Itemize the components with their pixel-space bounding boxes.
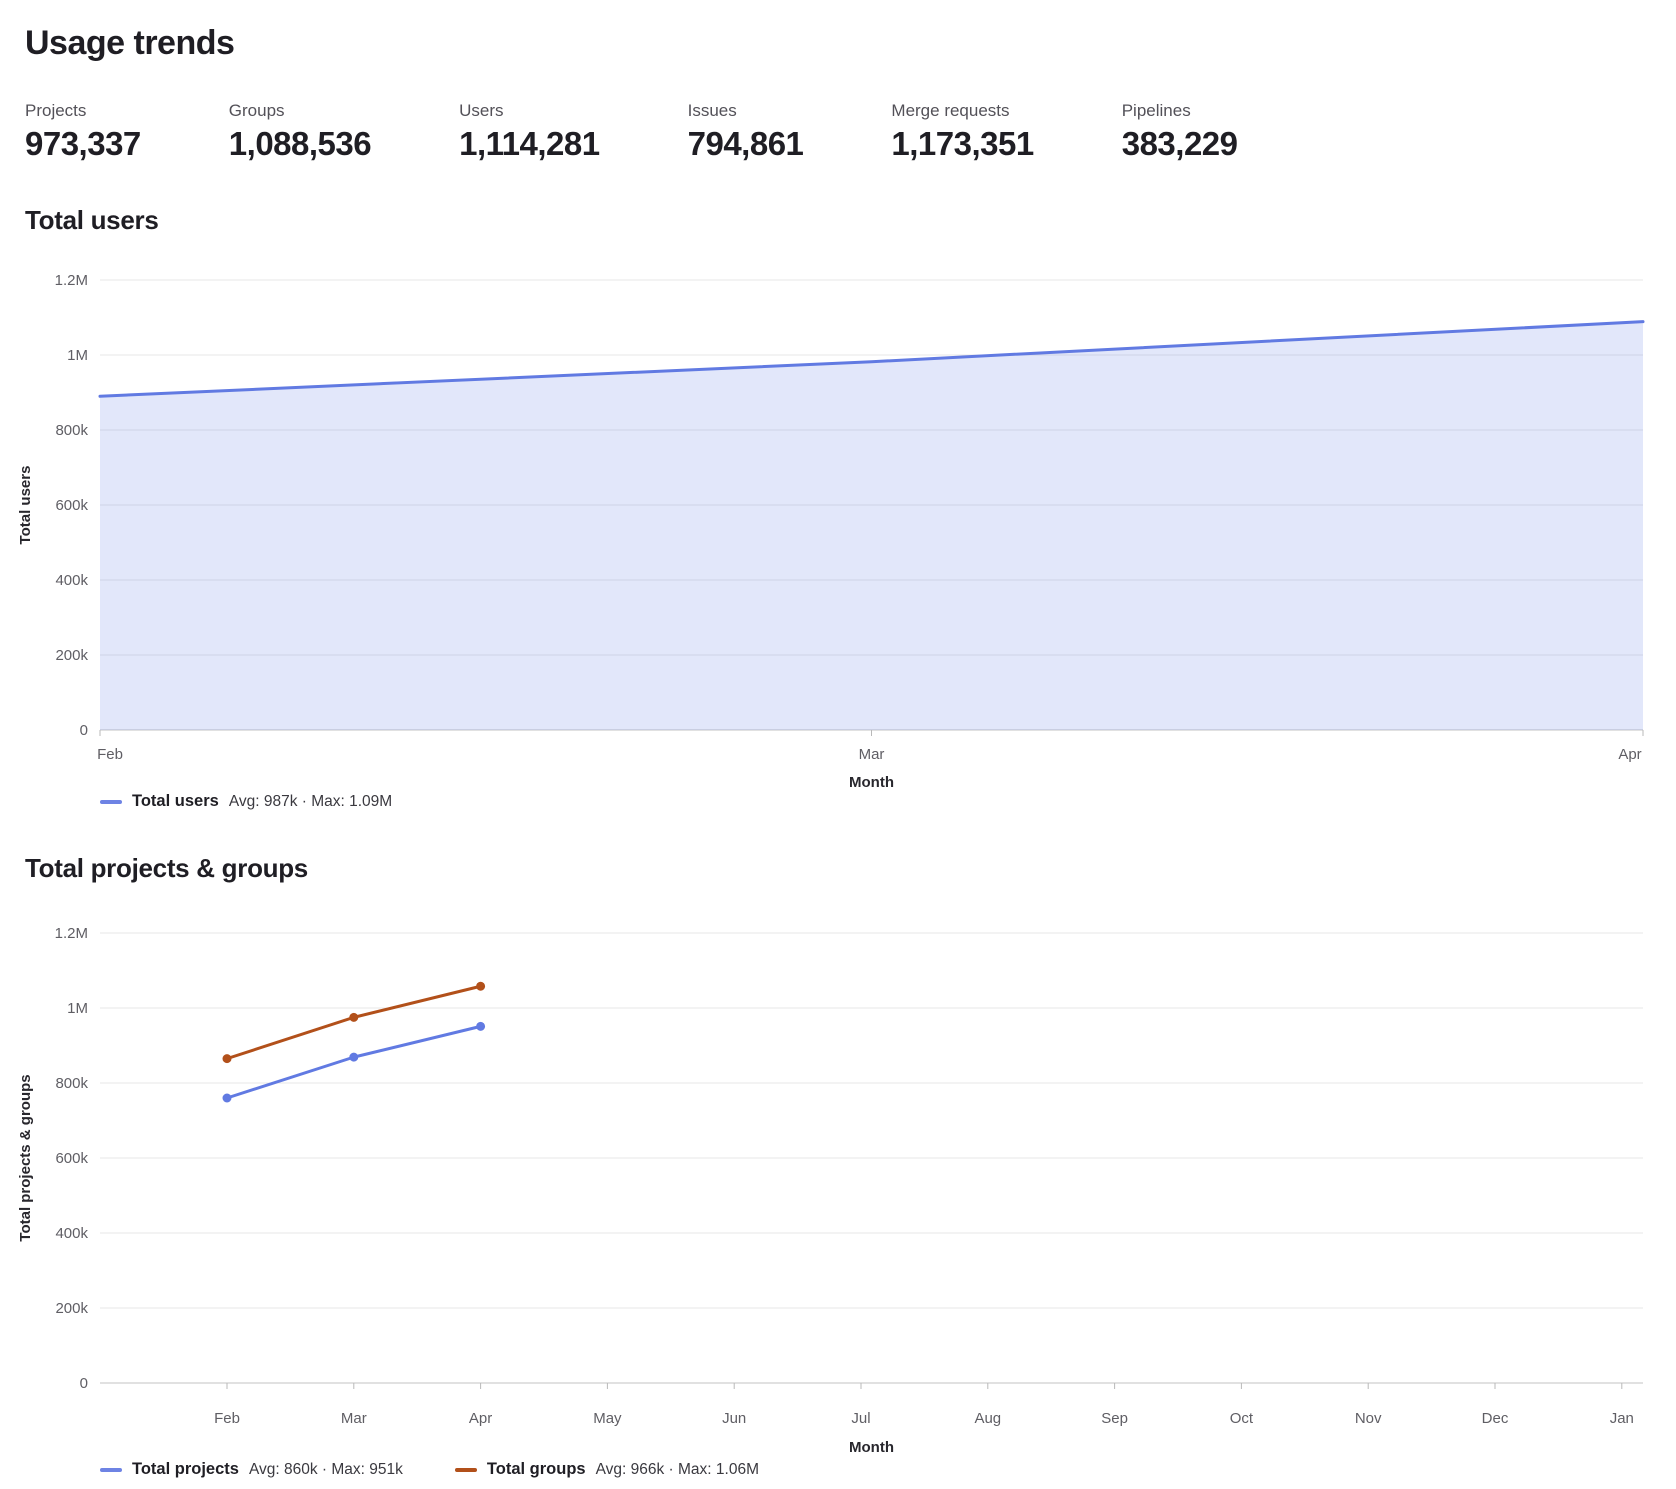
y-tick-label: 600k xyxy=(55,497,88,514)
x-tick-label: Aug xyxy=(974,1410,1001,1427)
stat-projects: Projects 973,337 xyxy=(25,101,141,163)
legend-label: Total groups xyxy=(486,1460,586,1479)
stats-row: Projects 973,337 Groups 1,088,536 Users … xyxy=(25,101,1651,163)
legend-stats: Avg: 987k · Max: 1.09M xyxy=(228,792,393,810)
legend-label: Total users xyxy=(132,792,219,811)
x-axis-title: Month xyxy=(849,1439,894,1456)
legend-stats: Avg: 860k · Max: 951k xyxy=(248,1460,403,1478)
total-users-legend: Total users Avg: 987k · Max: 1.09M xyxy=(100,792,1651,811)
legend-item-total-users[interactable]: Total users Avg: 987k · Max: 1.09M xyxy=(100,792,392,811)
total-groups-point[interactable] xyxy=(222,1054,232,1064)
total-groups-point[interactable] xyxy=(349,1013,359,1023)
y-axis-title: Total projects & groups xyxy=(17,1075,34,1242)
section-title-total-projects-groups: Total projects & groups xyxy=(25,853,308,884)
stat-value: 383,229 xyxy=(1121,125,1238,163)
stat-label: Merge requests xyxy=(891,101,1010,120)
y-axis-title: Total users xyxy=(17,466,34,545)
series-color-dash xyxy=(100,1467,122,1472)
stat-value: 1,173,351 xyxy=(891,125,1034,163)
x-tick-label: Jul xyxy=(851,1410,870,1427)
y-tick-label: 200k xyxy=(55,647,88,664)
x-tick-label: Dec xyxy=(1482,1410,1509,1427)
total-projects-line[interactable] xyxy=(225,1025,483,1100)
x-tick-label: Oct xyxy=(1230,1410,1254,1427)
x-tick-label: Feb xyxy=(214,1410,240,1427)
stat-users: Users 1,114,281 xyxy=(459,101,600,163)
series-color-dash xyxy=(454,1467,477,1472)
x-tick-label: Jun xyxy=(722,1410,746,1427)
total-projects-groups-section: Total projects & groups 0 200k 400k 600k 800… xyxy=(17,853,1651,1479)
total-projects-point[interactable] xyxy=(476,1022,486,1032)
total-groups-point[interactable] xyxy=(476,982,486,992)
legend-item-total-groups[interactable]: Total groups Avg: 966k · Max: 1.06M xyxy=(454,1460,759,1479)
stat-label: Issues xyxy=(687,101,737,120)
stat-label: Projects xyxy=(25,101,87,120)
y-tick-label: 0 xyxy=(80,722,88,739)
stat-value: 973,337 xyxy=(25,125,141,163)
legend-label: Total projects xyxy=(132,1460,239,1479)
y-tick-label: 1.2M xyxy=(55,925,88,942)
x-axis-title: Month xyxy=(849,774,894,790)
legend-stats: Avg: 966k · Max: 1.06M xyxy=(595,1460,759,1478)
y-tick-label: 600k xyxy=(55,1150,88,1167)
total-groups-line[interactable] xyxy=(225,985,483,1061)
stat-pipelines: Pipelines 383,229 xyxy=(1122,101,1238,163)
stat-label: Pipelines xyxy=(1121,101,1191,120)
total-projects-groups-chart[interactable]: 0 200k 400k 600k 800k 1M 1.2M Feb Mar Apr May Jun Ju… xyxy=(0,890,1676,1458)
stat-groups: Groups 1,088,536 xyxy=(228,101,372,163)
y-tick-label: 1M xyxy=(67,347,88,364)
page-title: Usage trends xyxy=(25,24,235,62)
y-tick-label: 1.2M xyxy=(55,272,88,289)
x-tick-label: Apr xyxy=(1618,746,1641,763)
stat-label: Groups xyxy=(228,101,285,120)
y-tick-label: 1M xyxy=(67,1000,88,1017)
y-tick-label: 800k xyxy=(55,1075,88,1092)
x-tick-label: Mar xyxy=(859,746,885,763)
total-projects-point[interactable] xyxy=(222,1093,232,1103)
x-tick-label: Feb xyxy=(97,746,123,763)
stat-value: 794,861 xyxy=(687,125,804,163)
x-tick-label: Mar xyxy=(341,1410,367,1427)
total-users-section: Total users 0 200k 400k 600k 800k 1M 1.2M Feb Ma… xyxy=(17,205,1651,811)
y-tick-label: 200k xyxy=(55,1300,88,1317)
legend-item-total-projects[interactable]: Total projects Avg: 860k · Max: 951k xyxy=(100,1460,403,1479)
total-users-area[interactable] xyxy=(100,322,1643,731)
y-tick-label: 400k xyxy=(55,1225,88,1242)
total-projects-point[interactable] xyxy=(349,1053,359,1063)
stat-label: Users xyxy=(459,101,504,120)
y-tick-label: 400k xyxy=(55,572,88,589)
stat-value: 1,088,536 xyxy=(228,125,372,163)
x-tick-label: Jan xyxy=(1610,1410,1634,1427)
x-tick-label: Nov xyxy=(1355,1410,1382,1427)
y-tick-label: 800k xyxy=(55,422,88,439)
y-tick-label: 0 xyxy=(80,1375,88,1392)
section-title-total-users: Total users xyxy=(25,205,159,236)
x-tick-label: Apr xyxy=(469,1410,492,1427)
total-users-line[interactable] xyxy=(98,320,1645,399)
total-users-chart[interactable]: 0 200k 400k 600k 800k 1M 1.2M Feb Mar Apr Month Tot… xyxy=(0,242,1676,790)
x-tick-label: Sep xyxy=(1101,1410,1128,1427)
total-projects-groups-legend: Total projects Avg: 860k · Max: 951k Tot… xyxy=(100,1460,1651,1479)
x-tick-label: May xyxy=(593,1410,622,1427)
stat-issues: Issues 794,861 xyxy=(688,101,804,163)
stat-merge-requests: Merge requests 1,173,351 xyxy=(891,101,1034,163)
stat-value: 1,114,281 xyxy=(459,125,600,163)
series-color-dash xyxy=(100,799,122,804)
